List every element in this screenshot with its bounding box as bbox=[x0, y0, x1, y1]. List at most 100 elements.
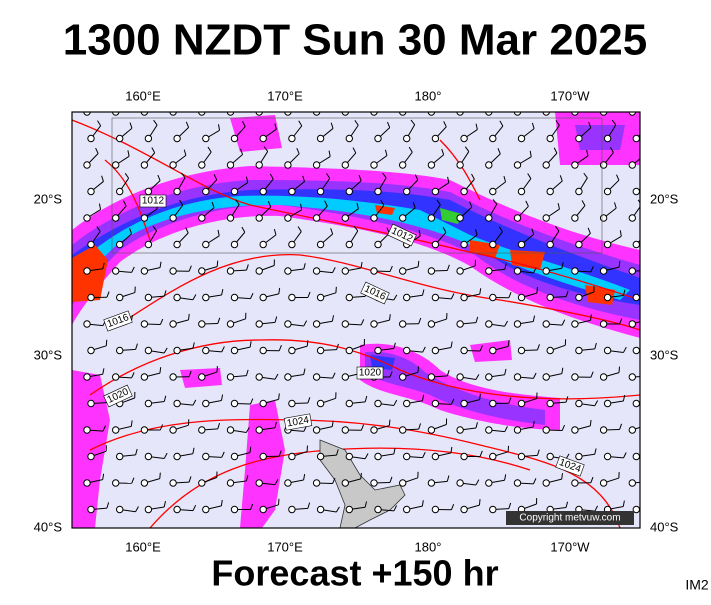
lon-label-top: 170°W bbox=[550, 88, 590, 103]
barb-station bbox=[203, 135, 209, 141]
barb-station bbox=[629, 374, 635, 380]
barb-station bbox=[231, 188, 237, 194]
barb-station bbox=[547, 188, 553, 194]
barb-station bbox=[518, 188, 524, 194]
barb-station bbox=[404, 294, 410, 300]
barb-station bbox=[572, 427, 578, 433]
barb-station bbox=[604, 400, 610, 406]
barb-station bbox=[117, 294, 123, 300]
barb-station bbox=[317, 188, 323, 194]
barb-station bbox=[547, 135, 553, 141]
barb-station bbox=[400, 162, 406, 168]
barb-station bbox=[633, 400, 639, 406]
barb-station bbox=[113, 215, 119, 221]
barb-station bbox=[199, 268, 205, 274]
barb-feather bbox=[160, 473, 161, 479]
barb-feather bbox=[217, 261, 218, 267]
barb-station bbox=[84, 321, 90, 327]
barb-station bbox=[203, 506, 209, 512]
barb-feather bbox=[236, 94, 239, 99]
barb-station bbox=[227, 374, 233, 380]
barb-station bbox=[461, 506, 467, 512]
barb-station bbox=[285, 480, 291, 486]
barb-feather bbox=[590, 420, 591, 426]
barb-station bbox=[317, 241, 323, 247]
barb-station bbox=[113, 162, 119, 168]
barb-station bbox=[604, 241, 610, 247]
barb-feather bbox=[648, 370, 650, 376]
barb-station bbox=[170, 427, 176, 433]
barb-station bbox=[342, 427, 348, 433]
barb-station bbox=[342, 321, 348, 327]
barb-station bbox=[170, 268, 176, 274]
barb-staff bbox=[231, 99, 240, 112]
barb-station bbox=[289, 453, 295, 459]
barb-station bbox=[203, 400, 209, 406]
barb-station bbox=[174, 400, 180, 406]
barb-station bbox=[199, 427, 205, 433]
barb-station bbox=[231, 135, 237, 141]
barb-station bbox=[404, 347, 410, 353]
barb-station bbox=[400, 268, 406, 274]
barb-staff bbox=[546, 104, 560, 112]
barb-station bbox=[457, 162, 463, 168]
barb-station bbox=[141, 480, 147, 486]
barb-staff bbox=[374, 100, 384, 112]
barb-station bbox=[432, 506, 438, 512]
barb-station bbox=[313, 215, 319, 221]
barb-station bbox=[604, 347, 610, 353]
barb-station bbox=[576, 188, 582, 194]
barb-station bbox=[428, 480, 434, 486]
barb-station bbox=[600, 162, 606, 168]
barb-feather bbox=[189, 314, 190, 320]
barb-feather bbox=[389, 420, 390, 426]
barb-station bbox=[88, 188, 94, 194]
barb-feather bbox=[494, 94, 498, 99]
barb-feather bbox=[479, 499, 480, 505]
barb-station bbox=[547, 294, 553, 300]
barb-station bbox=[432, 241, 438, 247]
barb-station bbox=[428, 427, 434, 433]
barb-feather bbox=[91, 93, 95, 98]
barb-station bbox=[375, 400, 381, 406]
barb-station bbox=[543, 427, 549, 433]
barb-station bbox=[400, 374, 406, 380]
barb-station bbox=[289, 347, 295, 353]
barb-station bbox=[543, 268, 549, 274]
barb-staff bbox=[403, 102, 416, 112]
barb-station bbox=[490, 294, 496, 300]
barb-station bbox=[289, 241, 295, 247]
barb-station bbox=[486, 268, 492, 274]
barb-station bbox=[457, 215, 463, 221]
isobar-label: 1020 bbox=[357, 367, 383, 379]
barb-station bbox=[141, 268, 147, 274]
barb-station bbox=[231, 294, 237, 300]
barb-station bbox=[514, 162, 520, 168]
barb-station bbox=[260, 400, 266, 406]
barb-feather bbox=[615, 97, 617, 103]
barb-station bbox=[88, 453, 94, 459]
barb-station bbox=[203, 347, 209, 353]
barb-station bbox=[199, 162, 205, 168]
barb-station bbox=[400, 480, 406, 486]
barb-station bbox=[256, 321, 262, 327]
barb-feather bbox=[652, 447, 653, 453]
barb-station bbox=[174, 347, 180, 353]
barb-station bbox=[490, 453, 496, 459]
barb-station bbox=[170, 321, 176, 327]
barb-station bbox=[256, 268, 262, 274]
barb-station bbox=[84, 215, 90, 221]
barb-station bbox=[260, 241, 266, 247]
barb-station bbox=[633, 347, 639, 353]
barb-feather bbox=[325, 95, 328, 100]
barb-station bbox=[404, 453, 410, 459]
barb-station bbox=[543, 480, 549, 486]
lon-label-bottom: 170°W bbox=[550, 539, 590, 554]
barb-feather bbox=[652, 294, 655, 299]
barb-station bbox=[371, 427, 377, 433]
barb-station bbox=[141, 321, 147, 327]
barb-feather bbox=[470, 96, 472, 102]
barb-station bbox=[227, 321, 233, 327]
barb-station bbox=[174, 241, 180, 247]
